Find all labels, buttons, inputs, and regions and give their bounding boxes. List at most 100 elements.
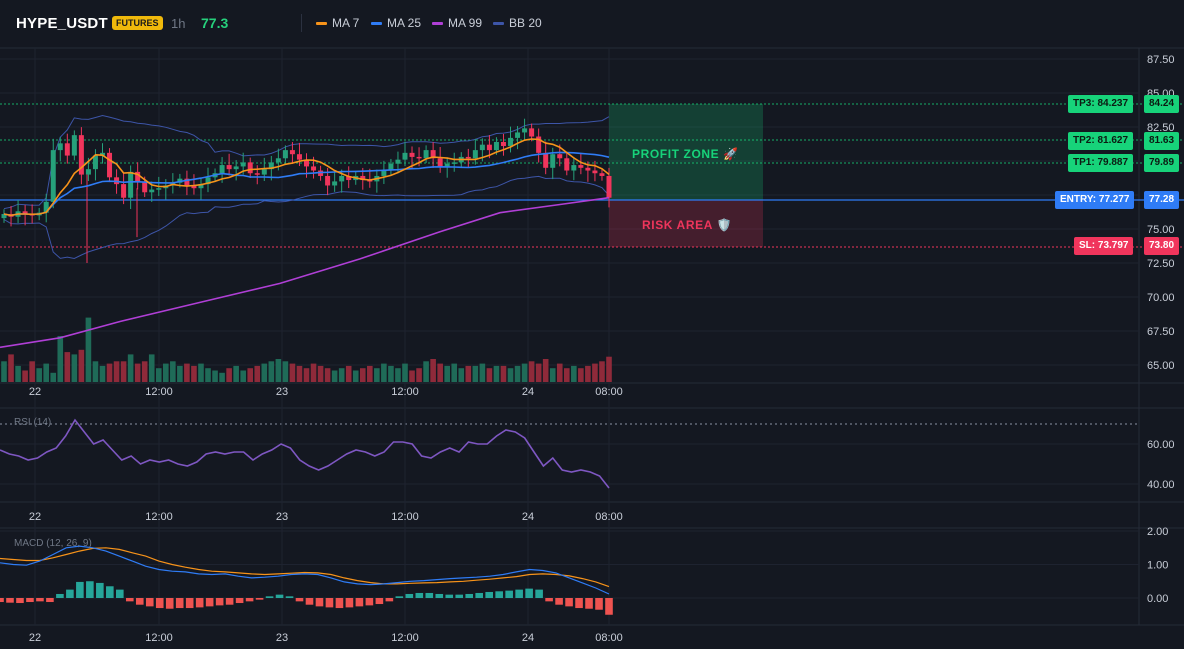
- candle-body[interactable]: [191, 185, 197, 189]
- time-tick-label: 22: [29, 511, 41, 523]
- candle-body[interactable]: [395, 159, 401, 164]
- symbol-title[interactable]: HYPE_USDT: [16, 15, 108, 32]
- candle-body[interactable]: [493, 141, 499, 151]
- time-tick-label: 12:00: [391, 386, 419, 398]
- legend-ma99[interactable]: MA 99: [432, 16, 482, 30]
- volume-bar: [254, 365, 261, 382]
- candle-body[interactable]: [240, 162, 246, 167]
- candle-body[interactable]: [142, 181, 148, 193]
- legend-ma7[interactable]: MA 7: [316, 16, 359, 30]
- candle-body[interactable]: [360, 175, 366, 181]
- candle-body[interactable]: [402, 152, 408, 160]
- candle-body[interactable]: [247, 162, 253, 174]
- candle-body[interactable]: [261, 169, 267, 175]
- candle-body[interactable]: [430, 150, 436, 159]
- volume-bar: [127, 354, 134, 382]
- candle-body[interactable]: [219, 165, 225, 174]
- candle-body[interactable]: [128, 171, 134, 198]
- tp3-tag: TP3: 84.237: [1068, 95, 1134, 113]
- candle-body[interactable]: [275, 158, 281, 163]
- candle-body[interactable]: [557, 154, 563, 159]
- candle-body[interactable]: [599, 173, 605, 176]
- candle-body[interactable]: [43, 201, 49, 213]
- candle-body[interactable]: [592, 170, 598, 174]
- candle-body[interactable]: [332, 181, 338, 186]
- candle-body[interactable]: [64, 143, 70, 156]
- candle-body[interactable]: [205, 177, 211, 185]
- candle-body[interactable]: [472, 150, 478, 159]
- candle-body[interactable]: [564, 158, 570, 171]
- candle-body[interactable]: [578, 165, 584, 168]
- candle-body[interactable]: [500, 141, 506, 147]
- candle-body[interactable]: [388, 163, 394, 171]
- macd-histogram-bar: [46, 598, 54, 603]
- candle-body[interactable]: [1, 214, 7, 219]
- candle-body[interactable]: [99, 152, 105, 156]
- candle-body[interactable]: [121, 184, 127, 198]
- volume-bar: [303, 368, 310, 382]
- volume-bar: [402, 363, 408, 382]
- candle-body[interactable]: [50, 150, 56, 202]
- timeframe-selector[interactable]: 1h: [171, 16, 186, 31]
- candle-body[interactable]: [296, 154, 302, 160]
- candle-body[interactable]: [529, 128, 535, 137]
- candle-body[interactable]: [508, 137, 514, 147]
- volume-bar: [184, 363, 190, 382]
- candle-body[interactable]: [92, 155, 98, 170]
- candle-body[interactable]: [437, 158, 443, 167]
- candle-body[interactable]: [135, 171, 141, 182]
- candle-body[interactable]: [325, 175, 331, 186]
- candle-body[interactable]: [233, 166, 239, 170]
- candle-body[interactable]: [486, 144, 492, 151]
- candle-body[interactable]: [282, 150, 288, 159]
- candle-body[interactable]: [78, 135, 84, 175]
- candle-body[interactable]: [550, 154, 556, 168]
- candle-body[interactable]: [585, 167, 591, 171]
- volume-bar: [395, 368, 401, 382]
- candle-body[interactable]: [606, 175, 612, 198]
- candle-body[interactable]: [515, 132, 521, 138]
- candle-body[interactable]: [289, 150, 295, 155]
- candle-body[interactable]: [346, 175, 352, 181]
- candle-body[interactable]: [409, 152, 415, 157]
- legend-bb20[interactable]: BB 20: [493, 16, 542, 30]
- time-tick-label: 22: [29, 386, 41, 398]
- candle-body[interactable]: [304, 159, 309, 167]
- candle-body[interactable]: [571, 165, 577, 171]
- candle-body[interactable]: [423, 150, 429, 159]
- macd-histogram-bar: [195, 598, 204, 608]
- volume-bar: [275, 359, 282, 382]
- candle-body[interactable]: [416, 156, 422, 159]
- candle-body[interactable]: [226, 165, 232, 170]
- candle-body[interactable]: [318, 170, 324, 176]
- time-tick-label: 23: [276, 386, 288, 398]
- candle-body[interactable]: [254, 173, 260, 175]
- candle-body[interactable]: [543, 152, 549, 168]
- candle-body[interactable]: [339, 175, 345, 182]
- candle-body[interactable]: [22, 211, 28, 215]
- candle-body[interactable]: [57, 143, 63, 151]
- macd-tick-label: 0.00: [1147, 593, 1168, 605]
- candle-body[interactable]: [198, 184, 204, 189]
- candle-body[interactable]: [536, 136, 542, 153]
- candle-body[interactable]: [311, 166, 317, 171]
- ma25-swatch-icon: [371, 21, 382, 25]
- volume-bar: [592, 363, 598, 382]
- candle-body[interactable]: [85, 169, 91, 175]
- candle-body[interactable]: [451, 162, 457, 164]
- candle-body[interactable]: [522, 128, 528, 133]
- candle-body[interactable]: [381, 170, 387, 176]
- volume-bar: [155, 368, 162, 382]
- candle-body[interactable]: [444, 163, 450, 167]
- legend-ma25[interactable]: MA 25: [371, 16, 421, 30]
- candle-body[interactable]: [71, 135, 77, 156]
- candle-body[interactable]: [107, 152, 113, 178]
- macd-histogram-bar: [495, 591, 503, 598]
- candle-body[interactable]: [479, 144, 485, 151]
- candle-body[interactable]: [268, 162, 274, 170]
- candle-body[interactable]: [465, 156, 471, 159]
- candle-body[interactable]: [184, 178, 190, 186]
- candle-body[interactable]: [156, 188, 162, 190]
- candle-body[interactable]: [149, 189, 155, 193]
